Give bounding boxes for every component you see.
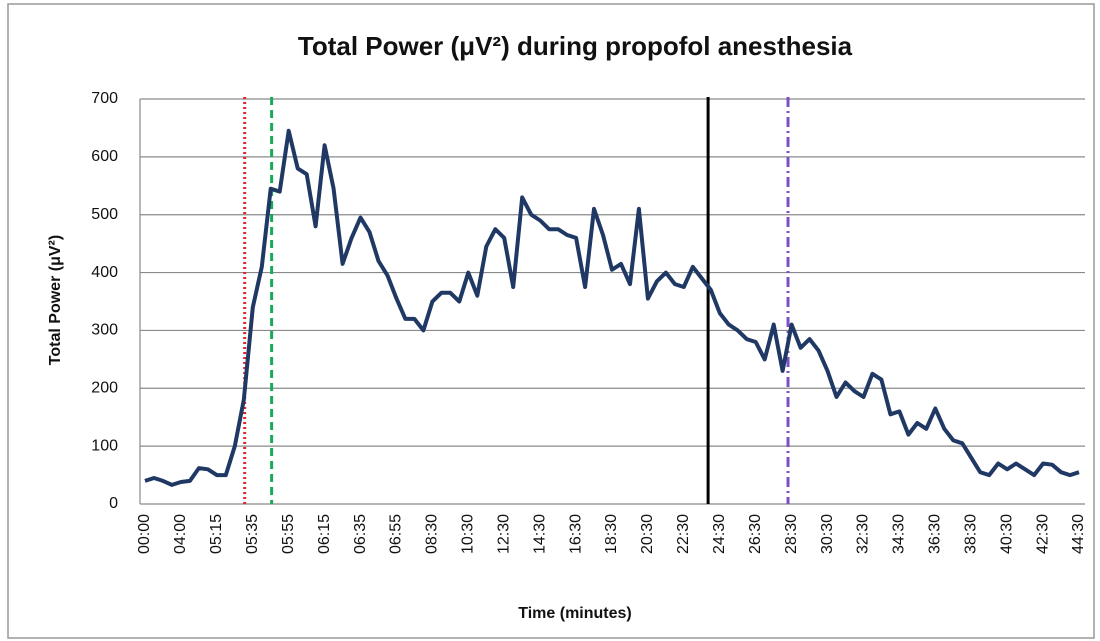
x-tick-label: 06:35 <box>352 514 369 554</box>
x-tick-label: 28:30 <box>783 514 800 554</box>
y-tick-label: 200 <box>91 380 118 397</box>
x-tick-label: 32:30 <box>855 514 872 554</box>
x-tick-label: 20:30 <box>639 514 656 554</box>
x-tick-label: 42:30 <box>1034 514 1051 554</box>
data-line <box>144 128 1080 487</box>
x-tick-label: 22:30 <box>675 514 692 554</box>
chart-frame <box>7 3 1095 639</box>
x-tick-label: 26:30 <box>747 514 764 554</box>
x-tick-label: 06:15 <box>316 514 333 554</box>
x-tick-label: 16:30 <box>567 514 584 554</box>
y-tick-label: 100 <box>91 437 118 454</box>
chart-title: Total Power (μV²) during propofol anesth… <box>298 31 853 61</box>
x-tick-label: 14:30 <box>531 514 548 554</box>
x-tick-label: 05:15 <box>208 514 225 554</box>
x-tick-label: 24:30 <box>711 514 728 554</box>
x-tick-label: 34:30 <box>891 514 908 554</box>
x-tick-label: 18:30 <box>603 514 620 554</box>
x-tick-label: 06:55 <box>388 514 405 554</box>
x-tick-label: 40:30 <box>998 514 1015 554</box>
x-tick-label: 05:35 <box>244 514 261 554</box>
x-tick-label: 44:30 <box>1070 514 1087 554</box>
y-tick-label: 0 <box>109 495 118 512</box>
y-axis-title: Total Power (μV²) <box>47 235 64 365</box>
x-axis-title: Time (minutes) <box>518 605 632 622</box>
y-tick-label: 400 <box>91 264 118 281</box>
x-tick-label: 12:30 <box>495 514 512 554</box>
x-tick-label: 38:30 <box>962 514 979 554</box>
y-tick-label: 300 <box>91 322 118 339</box>
x-tick-label: 30:30 <box>819 514 836 554</box>
y-tick-label: 500 <box>91 206 118 223</box>
x-tick-label: 08:30 <box>424 514 441 554</box>
x-tick-label: 04:00 <box>172 514 189 554</box>
x-tick-label: 00:00 <box>136 514 153 554</box>
x-tick-label: 05:55 <box>280 514 297 554</box>
y-tick-label: 700 <box>91 90 118 107</box>
y-tick-label: 600 <box>91 148 118 165</box>
x-tick-label: 10:30 <box>460 514 477 554</box>
x-tick-label: 36:30 <box>927 514 944 554</box>
